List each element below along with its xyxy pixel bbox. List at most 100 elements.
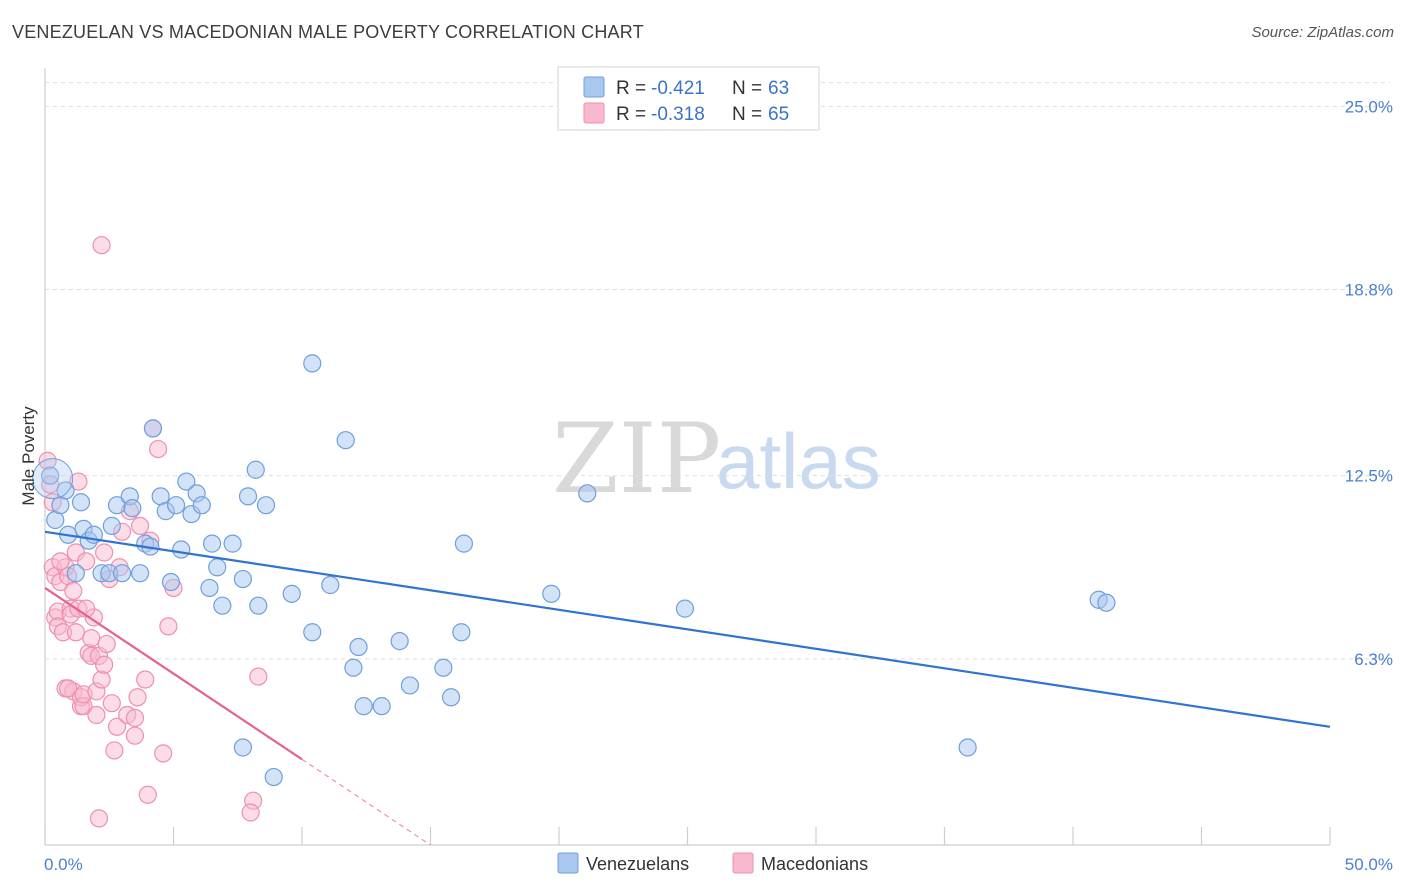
- venezuelans-point: [166, 496, 186, 515]
- bottom-legend-swatch-venezuelans: [557, 852, 579, 874]
- venezuelans-point: [303, 623, 322, 642]
- venezuelans-point: [441, 688, 461, 707]
- macedonians-point: [241, 803, 260, 822]
- venezuelans-point: [354, 697, 373, 716]
- legend-r-value-2: -0.318: [651, 104, 705, 125]
- watermark: ZIP atlas: [552, 403, 881, 515]
- y-tick-label: 25.0%: [1345, 97, 1393, 116]
- bottom-legend-swatch-macedonians: [732, 852, 754, 874]
- macedonians-point: [95, 543, 114, 562]
- venezuelans-points: [32, 354, 1116, 787]
- venezuelans-point: [71, 493, 91, 512]
- macedonians-point: [249, 667, 268, 686]
- legend-swatch-blue: [583, 76, 605, 98]
- y-tick-label: 12.5%: [1345, 467, 1393, 486]
- venezuelans-point: [123, 499, 142, 518]
- macedonians-point: [59, 679, 78, 698]
- venezuelans-point: [344, 658, 363, 677]
- venezuelans-point: [578, 484, 597, 503]
- venezuelans-point: [112, 564, 132, 583]
- venezuelans-point: [336, 431, 355, 450]
- venezuelans-point: [256, 496, 276, 515]
- macedonians-point: [77, 552, 96, 571]
- venezuelans-point: [246, 460, 265, 479]
- macedonians-point: [66, 623, 85, 642]
- y-tick-label: 18.8%: [1345, 281, 1393, 300]
- macedonians-point: [125, 726, 145, 745]
- venezuelans-point: [66, 564, 85, 583]
- watermark-atlas: atlas: [716, 417, 881, 505]
- macedonians-point: [69, 472, 88, 491]
- y-tick-label: 6.3%: [1354, 650, 1393, 669]
- legend-n-label-1: N =: [732, 78, 762, 99]
- venezuelans-point: [542, 584, 561, 603]
- venezuelans-point: [400, 676, 420, 695]
- venezuelans-trend-line: [44, 530, 1331, 728]
- x-tick-label-max: 50.0%: [1345, 855, 1393, 874]
- venezuelans-point: [264, 767, 283, 787]
- bottom-legend-venezuelans: Venezuelans: [586, 854, 689, 874]
- venezuelans-point: [452, 623, 471, 642]
- macedonians-point: [51, 552, 70, 571]
- macedonians-point: [92, 236, 111, 255]
- macedonians-points: [38, 236, 268, 828]
- legend: R = -0.421 N = 63 R = -0.318 N = 65: [557, 66, 820, 131]
- legend-n-value-1: 63: [768, 78, 789, 99]
- macedonians-point: [97, 634, 116, 654]
- venezuelans-point: [303, 354, 322, 373]
- venezuelans-point: [208, 558, 227, 577]
- macedonians-point: [148, 439, 168, 459]
- venezuelans-point: [1097, 593, 1116, 612]
- macedonians-point: [154, 744, 173, 763]
- venezuelans-point: [202, 534, 222, 553]
- venezuelans-point: [102, 516, 121, 535]
- y-axis-label: Male Poverty: [19, 406, 38, 506]
- venezuelans-point: [238, 487, 258, 506]
- macedonians-point: [89, 809, 109, 828]
- venezuelans-point: [249, 596, 268, 615]
- macedonians-point: [102, 694, 121, 713]
- macedonians-point: [64, 581, 83, 600]
- venezuelans-point: [177, 472, 196, 491]
- legend-swatch-pink: [583, 102, 605, 124]
- tick-labels: 6.3% 12.5% 18.8% 25.0% 0.0% 50.0%: [44, 97, 1393, 874]
- venezuelans-point: [41, 466, 60, 485]
- venezuelans-point: [56, 481, 75, 500]
- venezuelans-point: [200, 578, 219, 598]
- trend-lines: [44, 530, 1331, 846]
- macedonians-point: [92, 670, 111, 689]
- bottom-legend: Venezuelans Macedonians: [557, 852, 868, 874]
- venezuelans-point: [130, 564, 150, 583]
- macedonians-point: [159, 617, 178, 636]
- macedonians-point: [107, 717, 127, 736]
- venezuelans-point: [675, 599, 695, 618]
- venezuelans-point: [233, 738, 252, 757]
- macedonians-point: [95, 655, 114, 674]
- macedonians-point: [138, 785, 157, 804]
- legend-r-label-2: R =: [616, 104, 646, 125]
- legend-r-value-1: -0.421: [651, 78, 705, 99]
- venezuelans-point-cluster: [32, 458, 74, 500]
- venezuelans-point: [192, 496, 211, 515]
- venezuelans-point: [454, 534, 474, 553]
- venezuelans-point: [282, 584, 301, 603]
- macedonians-point: [87, 705, 106, 725]
- source-credit: Source: ZipAtlas.com: [1251, 24, 1394, 41]
- venezuelans-point: [958, 738, 977, 757]
- macedonians-trend-extension: [301, 758, 431, 846]
- venezuelans-point: [434, 658, 453, 677]
- watermark-zip: ZIP: [552, 403, 721, 515]
- legend-r-label-1: R =: [616, 78, 646, 99]
- macedonians-point: [128, 688, 147, 707]
- macedonians-point: [125, 708, 145, 728]
- venezuelans-point: [349, 637, 368, 657]
- legend-n-label-2: N =: [732, 104, 762, 125]
- macedonians-point: [105, 741, 124, 760]
- macedonians-point: [82, 629, 101, 648]
- macedonians-trend-line: [44, 587, 303, 761]
- venezuelans-point: [233, 569, 252, 589]
- macedonians-point: [136, 670, 155, 689]
- venezuelans-point: [161, 572, 181, 592]
- chart-title: VENEZUELAN VS MACEDONIAN MALE POVERTY CO…: [12, 22, 644, 42]
